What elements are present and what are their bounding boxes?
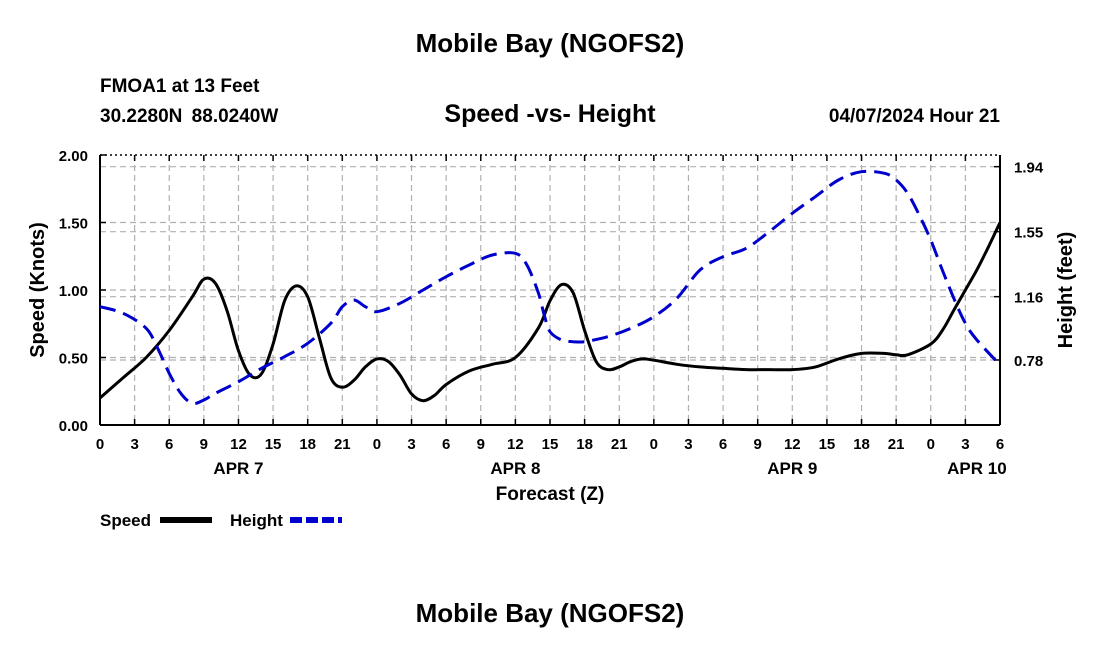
x-tick-label: 0: [96, 436, 104, 453]
x-tick-label: 0: [373, 436, 381, 453]
x-tick-label: 12: [230, 436, 247, 453]
x-tick-label: 9: [754, 436, 762, 453]
x-tick-label: 12: [784, 436, 801, 453]
y-tick-label: 2.00: [59, 148, 88, 165]
x-tick-label: 18: [299, 436, 316, 453]
x-tick-label: 3: [407, 436, 415, 453]
speed-series-line: [100, 221, 1000, 403]
x-tick-label: 15: [265, 436, 282, 453]
y2-axis-title: Height (feet): [1055, 232, 1077, 349]
y-tick-label: 0.50: [59, 351, 88, 368]
x-tick-label: 3: [961, 436, 969, 453]
x-tick-label: 0: [927, 436, 935, 453]
x-date-label: APR 7: [213, 459, 263, 478]
x-tick-label: 15: [542, 436, 559, 453]
x-date-label: APR 10: [947, 459, 1007, 478]
footer-title: Mobile Bay (NGOFS2): [415, 598, 685, 628]
x-tick-label: 18: [576, 436, 593, 453]
x-tick-label: 6: [996, 436, 1004, 453]
legend-label-speed: Speed: [100, 511, 151, 530]
x-date-label: APR 9: [767, 459, 817, 478]
forecast-datetime: 04/07/2024 Hour 21: [828, 106, 1000, 127]
station-name: FMOA1 at 13 Feet: [100, 76, 260, 97]
x-date-label: APR 8: [490, 459, 540, 478]
x-tick-label: 9: [477, 436, 485, 453]
x-tick-label: 12: [507, 436, 524, 453]
x-tick-label: 21: [611, 436, 628, 453]
main-title: Mobile Bay (NGOFS2): [415, 28, 685, 58]
height-series-line: [100, 169, 1000, 406]
y-axis-title: Speed (Knots): [27, 222, 49, 358]
x-tick-label: 6: [719, 436, 727, 453]
y2-tick-label: 1.55: [1014, 225, 1043, 242]
x-tick-label: 3: [684, 436, 692, 453]
y2-tick-label: 1.16: [1014, 290, 1043, 307]
x-tick-label: 15: [819, 436, 836, 453]
chart-subtitle: Speed -vs- Height: [444, 100, 656, 128]
x-tick-label: 3: [130, 436, 138, 453]
x-axis-title: Forecast (Z): [496, 484, 605, 505]
x-tick-label: 18: [853, 436, 870, 453]
y-tick-label: 0.00: [59, 418, 88, 435]
y-tick-label: 1.50: [59, 216, 88, 233]
x-tick-label: 0: [650, 436, 658, 453]
y2-tick-label: 1.94: [1014, 160, 1044, 177]
y-tick-label: 1.00: [59, 283, 88, 300]
y2-tick-label: 0.78: [1014, 353, 1043, 370]
x-tick-label: 21: [334, 436, 351, 453]
x-tick-label: 21: [888, 436, 905, 453]
legend-label-height: Height: [230, 511, 283, 530]
x-tick-label: 6: [165, 436, 173, 453]
x-tick-label: 9: [200, 436, 208, 453]
x-tick-label: 6: [442, 436, 450, 453]
station-coordinates: 30.2280N 88.0240W: [100, 106, 279, 127]
